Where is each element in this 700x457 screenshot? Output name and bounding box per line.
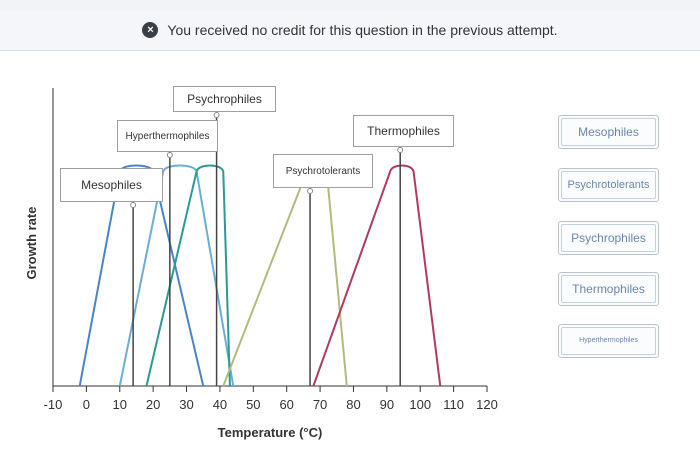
bank-item-mesophiles[interactable]: Mesophiles — [558, 115, 659, 149]
x-tick-label: 30 — [179, 397, 193, 412]
x-tick-label: 100 — [409, 397, 431, 412]
x-tick-label: 110 — [443, 397, 464, 412]
x-tick-label: 80 — [346, 397, 360, 412]
x-tick-label: 60 — [279, 397, 293, 412]
y-axis-label: Growth rate — [24, 207, 39, 280]
leader-anchor-dot — [130, 202, 137, 208]
x-tick-label: 10 — [113, 397, 127, 412]
drop-zone-mesophiles-label: Mesophiles — [81, 178, 142, 192]
bank-item-psychrotolerants-label: Psychrotolerants — [561, 171, 656, 199]
drop-zone-hyperthermophiles-label: Hyperthermophiles — [125, 130, 210, 142]
bank-item-thermophiles[interactable]: Thermophiles — [558, 272, 659, 306]
drop-zone-thermophiles-label: Thermophiles — [367, 124, 440, 138]
bank-item-psychrotolerants[interactable]: Psychrotolerants — [558, 168, 659, 202]
x-tick-label: -10 — [44, 397, 63, 412]
bank-item-psychrophiles[interactable]: Psychrophiles — [558, 221, 659, 255]
bank-item-psychrophiles-label: Psychrophiles — [561, 224, 656, 252]
drop-zone-psychrotolerants[interactable]: Psychrotolerants — [273, 154, 373, 188]
bank-item-hyperthermophiles[interactable]: Hyperthermophiles — [558, 324, 659, 358]
x-tick-label: 50 — [246, 397, 260, 412]
x-tick-label: 120 — [476, 397, 498, 412]
growth-curve-4 — [222, 164, 348, 387]
x-axis-tick-labels: -10 0 10 20 30 40 50 60 70 80 90 100 110 120 — [44, 397, 498, 412]
x-tick-label: 90 — [380, 397, 394, 412]
drop-zone-hyperthermophiles[interactable]: Hyperthermophiles — [117, 120, 218, 152]
leader-anchor-dot — [397, 147, 404, 153]
feedback-banner: × You received no credit for this questi… — [0, 10, 700, 51]
x-tick-label: 40 — [213, 397, 227, 412]
drop-zone-thermophiles[interactable]: Thermophiles — [353, 115, 454, 147]
bank-item-thermophiles-label: Thermophiles — [561, 275, 656, 303]
close-circle-icon: × — [142, 22, 159, 38]
x-tick-label: 70 — [313, 397, 327, 412]
label-leader-lines — [130, 112, 404, 386]
x-tick-label: 20 — [146, 397, 160, 412]
bank-item-hyperthermophiles-label: Hyperthermophiles — [561, 327, 656, 355]
growth-curve-3 — [145, 164, 231, 387]
bank-item-mesophiles-label: Mesophiles — [561, 118, 656, 146]
feedback-message: You received no credit for this question… — [167, 22, 558, 38]
growth-curve-5 — [312, 164, 442, 387]
drop-zone-psychrophiles-label: Psychrophiles — [187, 92, 262, 106]
leader-anchor-dot — [307, 188, 314, 194]
drop-zone-psychrotolerants-label: Psychrotolerants — [285, 165, 361, 177]
leader-anchor-dot — [213, 112, 220, 118]
x-tick-label: 0 — [83, 397, 90, 412]
leader-anchor-dot — [166, 152, 173, 158]
drop-zone-mesophiles[interactable]: Mesophiles — [60, 168, 163, 202]
drop-zone-psychrophiles[interactable]: Psychrophiles — [173, 86, 276, 112]
x-axis-label: Temperature (°C) — [218, 425, 323, 440]
x-axis-ticks — [52, 386, 488, 392]
